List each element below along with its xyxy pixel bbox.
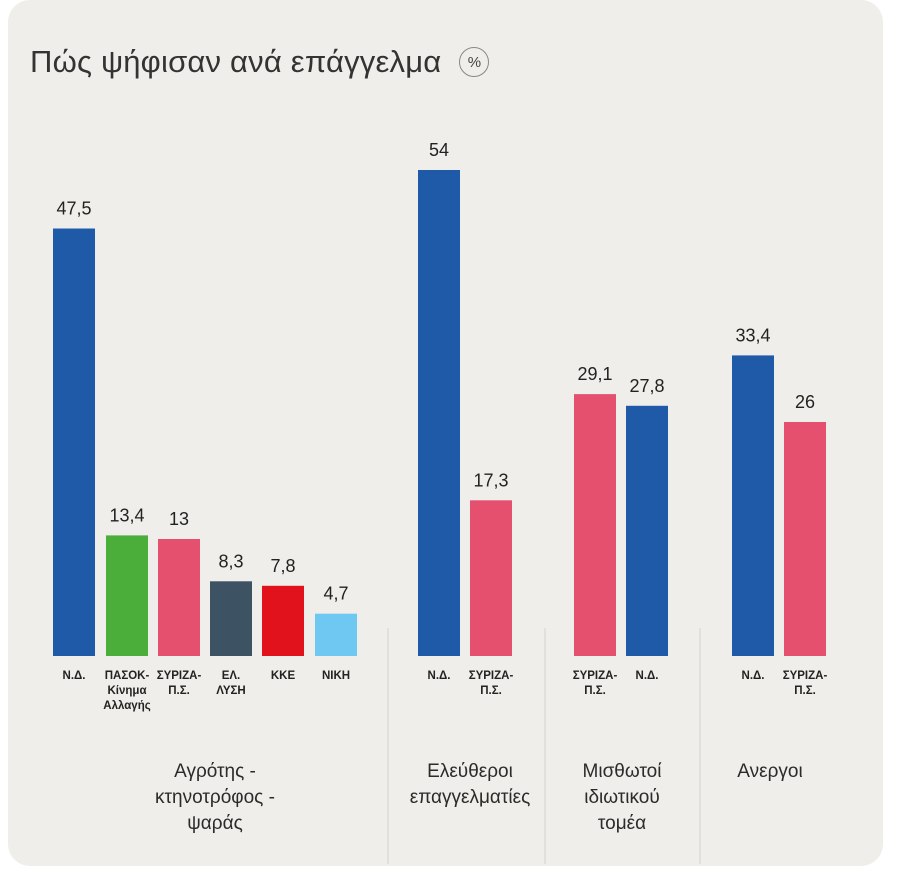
data-label: 4,7 [323, 584, 348, 604]
category-label: ΕΛ. [222, 670, 241, 682]
bar [574, 394, 616, 656]
category-label: ΣΥΡΙΖΑ- [469, 670, 514, 682]
category-label: ΝΙΚΗ [322, 670, 350, 682]
bar [626, 405, 668, 656]
data-label: 13,4 [109, 505, 144, 525]
data-label: 7,8 [270, 556, 295, 576]
data-label: 54 [429, 140, 449, 160]
category-label: Π.Σ. [168, 685, 190, 697]
category-label: ΣΥΡΙΖΑ- [573, 670, 618, 682]
group-label: ιδιωτικού [584, 787, 660, 808]
category-label: Π.Σ. [480, 685, 502, 697]
group-label: τομέα [598, 813, 646, 834]
group-label: επαγγελματίες [410, 787, 531, 808]
category-label: Ν.Δ. [428, 670, 451, 682]
category-label: ΣΥΡΙΖΑ- [157, 670, 202, 682]
category-label: ΣΥΡΙΖΑ- [783, 670, 828, 682]
category-label: Ν.Δ. [742, 670, 765, 682]
bar [784, 422, 826, 656]
data-label: 33,4 [735, 325, 770, 345]
category-label: Ν.Δ. [636, 670, 659, 682]
data-label: 13 [169, 509, 189, 529]
data-label: 29,1 [577, 364, 612, 384]
chart-header: Πώς ψήφισαν ανά επάγγελμα % [30, 44, 490, 80]
data-label: 8,3 [218, 551, 243, 571]
data-label: 27,8 [629, 376, 664, 396]
category-label: ΛΥΣΗ [216, 685, 246, 697]
category-label: Π.Σ. [794, 685, 816, 697]
bar [210, 581, 252, 656]
bar [53, 228, 95, 656]
bar [470, 500, 512, 656]
bar [732, 355, 774, 656]
bar [315, 613, 357, 656]
bar [158, 539, 200, 656]
category-label: Ν.Δ. [63, 670, 86, 682]
bar [106, 535, 148, 656]
category-label: Αλλαγής [103, 700, 150, 712]
data-label: 17,3 [473, 470, 508, 490]
bar [262, 585, 304, 656]
category-label: ΚΚΕ [271, 670, 296, 682]
data-label: 26 [795, 392, 815, 412]
group-label: Αγρότης - [174, 761, 256, 782]
category-label: Π.Σ. [584, 685, 606, 697]
data-label: 47,5 [56, 199, 91, 219]
group-label: Ελεύθεροι [427, 761, 513, 782]
group-label: κτηνοτρόφος - [155, 787, 275, 808]
category-label: ΠΑΣΟΚ- [105, 670, 150, 682]
group-label: ψαράς [187, 813, 242, 834]
category-label: Κίνημα [107, 685, 146, 697]
chart-title: Πώς ψήφισαν ανά επάγγελμα [30, 44, 442, 79]
group-label: Μισθωτοί [583, 761, 663, 782]
group-label: Ανεργοι [737, 761, 802, 782]
bar [418, 170, 460, 656]
unit-badge: % [459, 47, 490, 77]
